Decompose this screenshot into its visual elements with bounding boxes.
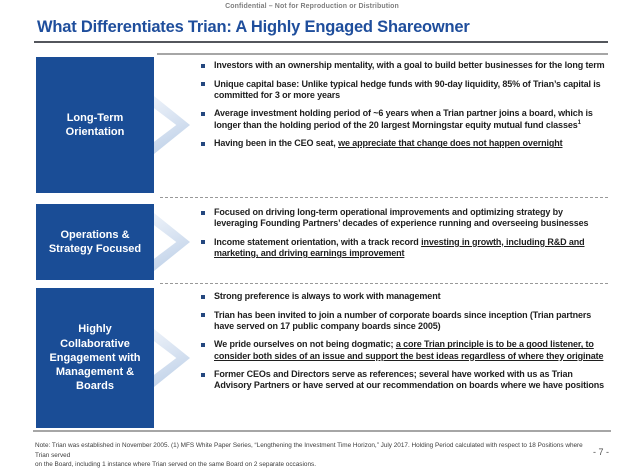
confidential-notice: Confidential – Not for Reproduction or D… <box>225 3 399 10</box>
section-label: Highly Collaborative Engagement with Man… <box>49 323 141 393</box>
bullet-item: Investors with an ownership mentality, w… <box>200 60 608 71</box>
footnote-line-1: Note: Trian was established in November … <box>35 442 583 459</box>
bullet-text: Strong preference is always to work with… <box>214 291 441 301</box>
bullet-text: Unique capital base: Unlike typical hedg… <box>214 78 601 100</box>
bullet-item: Unique capital base: Unlike typical hedg… <box>200 79 608 101</box>
bullet-item: Income statement orientation, with a tra… <box>200 237 608 259</box>
bullet-list: Investors with an ownership mentality, w… <box>200 60 608 157</box>
bottom-rule <box>33 430 611 432</box>
bullet-item: Strong preference is always to work with… <box>200 291 608 302</box>
bullet-list: Focused on driving long-term operational… <box>200 207 608 267</box>
bullet-marker-icon <box>201 342 205 347</box>
footnote-line-2: on the Board, including 1 instance where… <box>35 461 317 468</box>
bullet-marker-icon <box>201 313 205 318</box>
section-row: Operations & Strategy Focused Focused on … <box>36 204 610 280</box>
section-divider-dashed <box>160 197 608 198</box>
bullet-marker-icon <box>201 240 205 245</box>
bullet-marker-icon <box>201 294 205 299</box>
title-underline-rule <box>34 41 608 43</box>
chevron-right-icon <box>154 213 190 271</box>
bullet-marker-icon <box>201 63 205 68</box>
bullet-text: Trian has been invited to join a number … <box>214 309 592 331</box>
section-label-box: Highly Collaborative Engagement with Man… <box>36 288 154 428</box>
bullet-item: Trian has been invited to join a number … <box>200 310 608 332</box>
bullet-text: Average investment holding period of ~6 … <box>214 108 593 130</box>
section-label-box: Long-Term Orientation <box>36 57 154 193</box>
slide-title: What Differentiates Trian: A Highly Enga… <box>37 18 470 36</box>
bullet-marker-icon <box>201 82 205 87</box>
bullet-text: Focused on driving long-term operational… <box>214 207 589 229</box>
bullet-text: Investors with an ownership mentality, w… <box>214 60 605 70</box>
bullet-text: Income statement orientation, with a tra… <box>214 236 585 258</box>
section-row: Long-Term Orientation Investors with an o… <box>36 57 610 193</box>
section-label: Operations & Strategy Focused <box>48 228 142 255</box>
content-top-rule <box>157 53 608 55</box>
bullet-text: Having been in the CEO seat, we apprecia… <box>214 138 563 149</box>
bullet-item: Average investment holding period of ~6 … <box>200 108 608 130</box>
page-number: - 7 - <box>592 447 609 457</box>
bullet-item: We pride ourselves on not being dogmatic… <box>200 339 608 361</box>
chevron-right-icon <box>154 96 190 154</box>
bullet-marker-icon <box>201 210 205 215</box>
bullet-marker-icon <box>201 141 205 146</box>
bullet-item: Having been in the CEO seat, we apprecia… <box>200 138 608 149</box>
bullet-text: Former CEOs and Directors serve as refer… <box>214 369 605 391</box>
bullet-item: Focused on driving long-term operational… <box>200 207 608 229</box>
bullet-text: We pride ourselves on not being dogmatic… <box>214 339 604 361</box>
bullet-marker-icon <box>201 111 205 116</box>
footnote: Note: Trian was established in November … <box>35 441 591 468</box>
section-label: Long-Term Orientation <box>65 111 125 138</box>
section-label-box: Operations & Strategy Focused <box>36 204 154 280</box>
section-divider-dashed <box>160 283 608 284</box>
bullet-list: Strong preference is always to work with… <box>200 291 608 399</box>
bullet-marker-icon <box>201 372 205 377</box>
bullet-item: Former CEOs and Directors serve as refer… <box>200 369 608 391</box>
chevron-right-icon <box>154 329 190 387</box>
section-row: Highly Collaborative Engagement with Man… <box>36 288 610 428</box>
